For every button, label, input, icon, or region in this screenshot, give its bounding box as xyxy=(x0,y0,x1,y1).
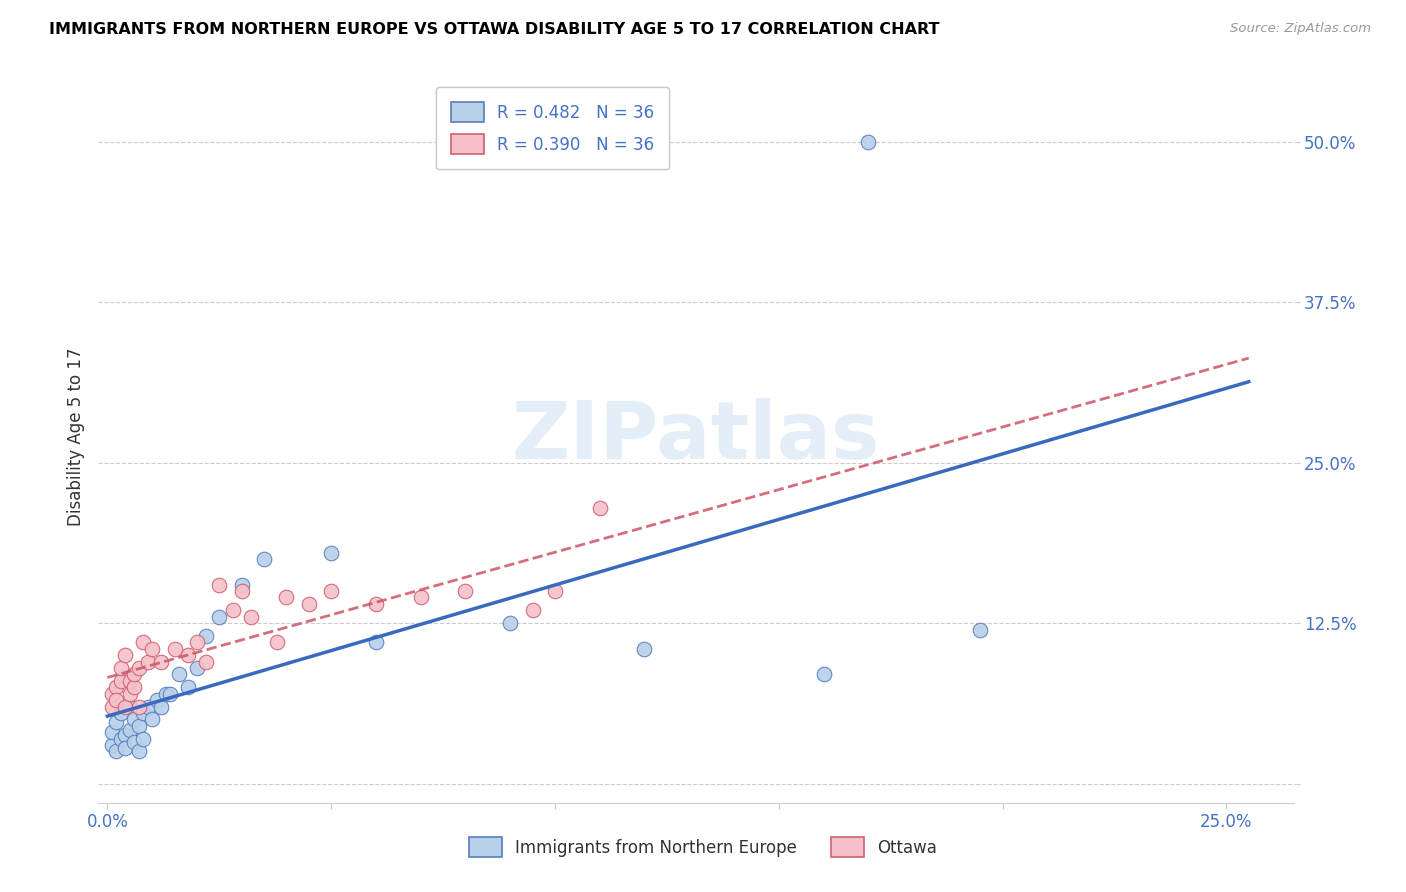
Point xyxy=(633,641,655,656)
Point xyxy=(136,699,159,714)
Point xyxy=(122,667,145,681)
Point xyxy=(522,603,544,617)
Point xyxy=(128,719,150,733)
Point xyxy=(186,635,208,649)
Point xyxy=(208,577,231,591)
Point xyxy=(150,699,173,714)
Point xyxy=(101,738,124,752)
Point xyxy=(364,597,387,611)
Point xyxy=(208,609,231,624)
Point xyxy=(105,681,128,695)
Point xyxy=(321,545,343,559)
Point xyxy=(132,706,155,720)
Point xyxy=(231,577,253,591)
Point xyxy=(177,648,200,663)
Point xyxy=(114,699,136,714)
Point xyxy=(155,687,177,701)
Point xyxy=(454,584,477,599)
Point xyxy=(128,661,150,675)
Point xyxy=(298,597,321,611)
Point xyxy=(110,673,132,688)
Point xyxy=(118,723,141,737)
Legend: R = 0.482   N = 36, R = 0.390   N = 36: R = 0.482 N = 36, R = 0.390 N = 36 xyxy=(436,87,669,169)
Point xyxy=(276,591,298,605)
Point xyxy=(163,641,186,656)
Point xyxy=(544,584,567,599)
Point xyxy=(194,629,217,643)
Point xyxy=(177,681,200,695)
Point xyxy=(132,635,155,649)
Point xyxy=(321,584,343,599)
Point xyxy=(239,609,262,624)
Point xyxy=(499,616,522,631)
Point xyxy=(194,655,217,669)
Point xyxy=(105,744,128,758)
Point xyxy=(409,591,432,605)
Point xyxy=(969,623,991,637)
Point xyxy=(101,725,124,739)
Text: Source: ZipAtlas.com: Source: ZipAtlas.com xyxy=(1230,22,1371,36)
Y-axis label: Disability Age 5 to 17: Disability Age 5 to 17 xyxy=(66,348,84,526)
Text: IMMIGRANTS FROM NORTHERN EUROPE VS OTTAWA DISABILITY AGE 5 TO 17 CORRELATION CHA: IMMIGRANTS FROM NORTHERN EUROPE VS OTTAW… xyxy=(49,22,939,37)
Point xyxy=(141,641,163,656)
Point xyxy=(114,740,136,755)
Point xyxy=(253,552,276,566)
Point xyxy=(101,687,124,701)
Point xyxy=(122,681,145,695)
Point xyxy=(110,731,132,746)
Point xyxy=(231,584,253,599)
Point xyxy=(167,667,190,681)
Point xyxy=(101,699,124,714)
Point xyxy=(364,635,387,649)
Point xyxy=(145,693,167,707)
Point xyxy=(141,712,163,726)
Point xyxy=(150,655,173,669)
Point xyxy=(186,661,208,675)
Text: ZIPatlas: ZIPatlas xyxy=(512,398,880,476)
Legend: Immigrants from Northern Europe, Ottawa: Immigrants from Northern Europe, Ottawa xyxy=(460,829,946,866)
Point xyxy=(122,712,145,726)
Point xyxy=(122,735,145,749)
Point xyxy=(813,667,835,681)
Point xyxy=(118,673,141,688)
Point xyxy=(159,687,181,701)
Point xyxy=(114,728,136,742)
Point xyxy=(222,603,245,617)
Point xyxy=(136,655,159,669)
Point xyxy=(266,635,288,649)
Point xyxy=(128,699,150,714)
Point xyxy=(110,706,132,720)
Point xyxy=(105,714,128,729)
Point xyxy=(105,693,128,707)
Point xyxy=(128,744,150,758)
Point xyxy=(114,648,136,663)
Point xyxy=(589,500,612,515)
Point xyxy=(132,731,155,746)
Point xyxy=(110,661,132,675)
Point xyxy=(118,699,141,714)
Point xyxy=(858,135,880,149)
Point xyxy=(118,687,141,701)
